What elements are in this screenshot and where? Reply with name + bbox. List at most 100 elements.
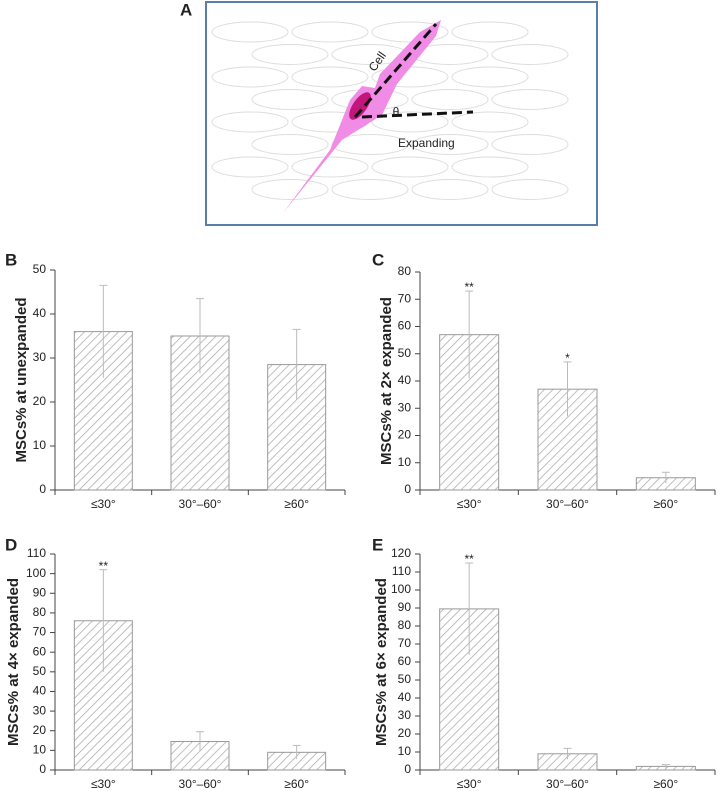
y-tick-label: 40 [398, 373, 412, 387]
cell-outline [251, 44, 329, 65]
y-tick-label: 110 [392, 564, 411, 578]
y-tick-label: 10 [33, 438, 47, 452]
cell-outline [291, 21, 369, 43]
significance-label: ** [464, 280, 474, 294]
y-tick-label: 20 [33, 723, 47, 737]
x-tick-label: ≥60° [653, 777, 678, 791]
panel-label: A [180, 0, 192, 19]
y-tick-label: 70 [398, 291, 412, 305]
y-tick-label: 70 [398, 636, 412, 650]
y-tick-label: 40 [33, 684, 47, 698]
cell-outline [411, 179, 489, 200]
cell-outline [411, 89, 489, 110]
cell-outline [291, 66, 369, 88]
y-tick-label: 80 [33, 605, 47, 619]
x-tick-label: 30°–60° [179, 777, 222, 791]
y-tick-label: 110 [27, 546, 46, 560]
y-axis-label: MSCs% at 2× expanded [378, 297, 395, 465]
cell-outline [331, 179, 409, 200]
angle-label: θ [393, 105, 400, 119]
x-tick-label: ≥60° [284, 777, 309, 791]
cell-outline [411, 134, 489, 155]
x-tick-label: 30°–60° [546, 497, 589, 511]
cell-outline [451, 21, 529, 43]
y-tick-label: 0 [39, 482, 46, 496]
y-tick-label: 60 [398, 319, 412, 333]
significance-label: ** [99, 559, 109, 573]
y-tick-label: 100 [26, 566, 46, 580]
cell-outline [211, 156, 289, 178]
x-tick-label: 30°–60° [546, 777, 589, 791]
cell-outline [491, 44, 569, 65]
cell-outline [491, 89, 569, 110]
y-tick-label: 30 [33, 703, 47, 717]
y-tick-label: 0 [404, 482, 411, 496]
y-tick-label: 30 [398, 708, 412, 722]
y-tick-label: 10 [398, 744, 412, 758]
y-tick-label: 0 [39, 762, 46, 776]
y-tick-label: 90 [33, 585, 47, 599]
significance-label: ** [464, 552, 474, 566]
significance-label: * [565, 351, 570, 365]
cell-outline [371, 156, 449, 178]
y-tick-label: 40 [398, 690, 412, 704]
panel-label: B [5, 250, 17, 269]
y-tick-label: 50 [398, 672, 412, 686]
cell-outline [371, 21, 449, 43]
y-tick-label: 0 [404, 762, 411, 776]
cell-outline [371, 111, 449, 133]
y-tick-label: 90 [398, 600, 412, 614]
cell-outline [291, 156, 369, 178]
cell-outline [451, 111, 529, 133]
diagram-panel: A Cell θ Expanding [180, 0, 598, 226]
y-tick-label: 10 [398, 455, 412, 469]
y-tick-label: 80 [398, 264, 412, 278]
y-axis-label: MSCs% at 6× expanded [373, 578, 390, 746]
cell-outline [451, 156, 529, 178]
cell-outline [331, 134, 409, 155]
x-tick-label: ≤30° [91, 497, 116, 511]
x-tick-label: ≤30° [91, 777, 116, 791]
cell-outline [491, 179, 569, 200]
y-tick-label: 80 [398, 618, 412, 632]
y-tick-label: 60 [33, 644, 47, 658]
cell-outline [251, 89, 329, 110]
cell-outline [251, 134, 329, 155]
y-tick-label: 100 [391, 582, 411, 596]
diagram-frame [205, 1, 598, 226]
expanding-label: Expanding [398, 136, 455, 150]
y-tick-label: 120 [391, 546, 411, 560]
y-tick-label: 10 [33, 743, 47, 757]
cell-outline [211, 111, 289, 133]
y-tick-label: 20 [33, 394, 47, 408]
y-axis-label: MSCs% at 4× expanded [5, 578, 22, 746]
cell-outline [211, 66, 289, 88]
cell-outline [491, 134, 569, 155]
cell-axis [353, 23, 438, 118]
y-tick-label: 30 [398, 400, 412, 414]
y-tick-label: 60 [398, 654, 412, 668]
expansion-axis [361, 110, 474, 119]
y-tick-label: 70 [33, 625, 47, 639]
y-tick-label: 30 [33, 350, 47, 364]
cell-outline [251, 179, 329, 200]
panel-label: D [5, 535, 17, 554]
x-tick-label: ≥60° [653, 497, 678, 511]
panel-label: E [372, 535, 383, 554]
x-tick-label: 30°–60° [179, 497, 222, 511]
x-tick-label: ≤30° [457, 497, 482, 511]
y-axis-label: MSCs% at unexpanded [13, 297, 30, 462]
cell-grid [211, 21, 569, 200]
panel-label: C [372, 250, 384, 269]
y-tick-label: 50 [33, 664, 47, 678]
x-tick-label: ≥60° [284, 497, 309, 511]
y-tick-label: 50 [33, 262, 47, 276]
y-tick-label: 40 [33, 306, 47, 320]
y-tick-label: 20 [398, 726, 412, 740]
y-tick-label: 20 [398, 428, 412, 442]
nucleus [349, 92, 371, 120]
cell-outline [451, 66, 529, 88]
x-tick-label: ≤30° [457, 777, 482, 791]
y-tick-label: 50 [398, 346, 412, 360]
